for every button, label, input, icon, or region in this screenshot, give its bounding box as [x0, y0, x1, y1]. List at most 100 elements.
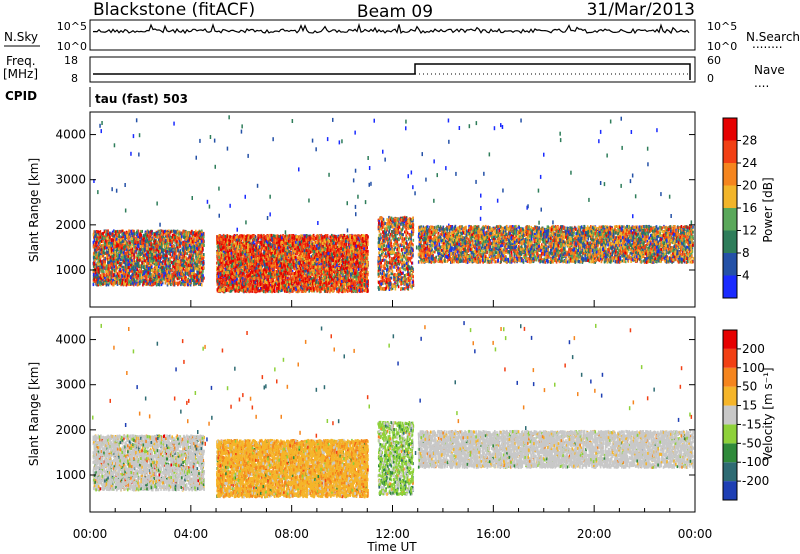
- echo-cell: [538, 221, 540, 225]
- echo-cell: [317, 221, 319, 225]
- echo-cell: [437, 173, 439, 177]
- echo-cell: [600, 130, 602, 134]
- echo-cell: [527, 204, 529, 208]
- echo-cell: [180, 272, 182, 275]
- echo-cell: [102, 232, 104, 235]
- echo-cell: [237, 228, 239, 232]
- echo-cell: [99, 281, 101, 284]
- echo-cell: [647, 147, 649, 151]
- echo-cell: [197, 263, 199, 266]
- echo-cell: [111, 267, 113, 270]
- echo-cell: [647, 162, 649, 166]
- echo-cell: [620, 184, 622, 188]
- echo-cell: [215, 165, 217, 169]
- echo-cell: [98, 257, 100, 260]
- echo-cell: [168, 275, 170, 278]
- echo-cell: [414, 191, 416, 195]
- echo-cell: [185, 231, 187, 234]
- echo-cell: [154, 242, 156, 245]
- echo-cell: [179, 257, 181, 260]
- echo-cell: [113, 254, 115, 257]
- noise-right-legend: ........: [752, 37, 783, 51]
- echo-cell: [502, 189, 504, 193]
- echo-cell: [189, 234, 191, 237]
- echo-cell: [129, 233, 131, 236]
- echo-cell: [147, 271, 149, 274]
- echo-cell: [193, 269, 195, 272]
- echo-cell: [227, 147, 229, 151]
- echo-cell: [149, 278, 151, 281]
- echo-cell: [144, 271, 146, 274]
- echo-cell: [192, 196, 194, 200]
- echo-cell: [600, 181, 602, 185]
- echo-cell: [107, 273, 109, 276]
- echo-cell: [94, 245, 96, 248]
- echo-cell: [195, 273, 197, 276]
- echo-cell: [405, 126, 407, 130]
- noise-left-tick-top: 10^5: [57, 20, 87, 33]
- noise-left-label: N.Sky: [4, 30, 38, 44]
- freq-left-tick-bottom: 8: [71, 72, 78, 85]
- echo-cell: [141, 266, 143, 269]
- echo-cell: [150, 238, 152, 241]
- echo-cell: [140, 270, 142, 273]
- echo-cell: [228, 115, 230, 119]
- echo-cell: [179, 245, 181, 248]
- echo-cell: [142, 248, 144, 251]
- echo-cell: [169, 234, 171, 237]
- echo-cell: [285, 230, 287, 234]
- echo-cell: [139, 133, 141, 137]
- echo-cell: [116, 248, 118, 251]
- echo-cell: [191, 246, 193, 249]
- echo-cell: [604, 182, 606, 186]
- echo-cell: [173, 262, 175, 265]
- echo-cell: [167, 250, 169, 253]
- echo-cell: [181, 264, 183, 267]
- echo-cell: [99, 124, 101, 128]
- echo-cell: [570, 171, 572, 175]
- echo-cell: [122, 262, 124, 265]
- echo-cell: [203, 253, 205, 256]
- echo-cell: [194, 276, 196, 279]
- echo-cell: [126, 234, 128, 237]
- echo-cell: [169, 257, 171, 260]
- echo-cell: [166, 254, 168, 257]
- echo-cell: [200, 262, 202, 265]
- echo-cell: [95, 271, 97, 274]
- echo-cell: [165, 254, 167, 257]
- echo-cell: [367, 156, 369, 160]
- echo-cell: [128, 279, 130, 282]
- echo-cell: [109, 250, 111, 253]
- echo-cell: [433, 199, 435, 203]
- echo-cell: [197, 271, 199, 274]
- echo-cell: [178, 254, 180, 257]
- echo-cell: [138, 153, 140, 157]
- echo-cell: [136, 252, 138, 255]
- echo-cell: [151, 248, 153, 251]
- echo-cell: [176, 264, 178, 267]
- echo-cell: [145, 283, 147, 286]
- echo-cell: [159, 238, 161, 241]
- echo-cell: [134, 233, 136, 236]
- echo-cell: [176, 256, 178, 259]
- echo-cell: [202, 272, 204, 275]
- echo-cell: [196, 257, 198, 260]
- echo-cell: [97, 281, 99, 284]
- echo-cell: [199, 271, 201, 274]
- echo-cell: [187, 247, 189, 250]
- echo-cell: [93, 283, 95, 286]
- echo-cell: [195, 232, 197, 235]
- echo-cell: [131, 230, 133, 233]
- echo-cell: [185, 252, 187, 255]
- echo-cell: [180, 261, 182, 264]
- echo-cell: [125, 268, 127, 271]
- echo-cell: [328, 173, 330, 177]
- echo-cell: [107, 229, 109, 232]
- echo-cell: [196, 156, 198, 160]
- echo-cell: [357, 195, 359, 199]
- echo-cell: [480, 206, 482, 210]
- echo-cell: [98, 237, 100, 240]
- echo-cell: [114, 242, 116, 245]
- echo-cell: [180, 251, 182, 254]
